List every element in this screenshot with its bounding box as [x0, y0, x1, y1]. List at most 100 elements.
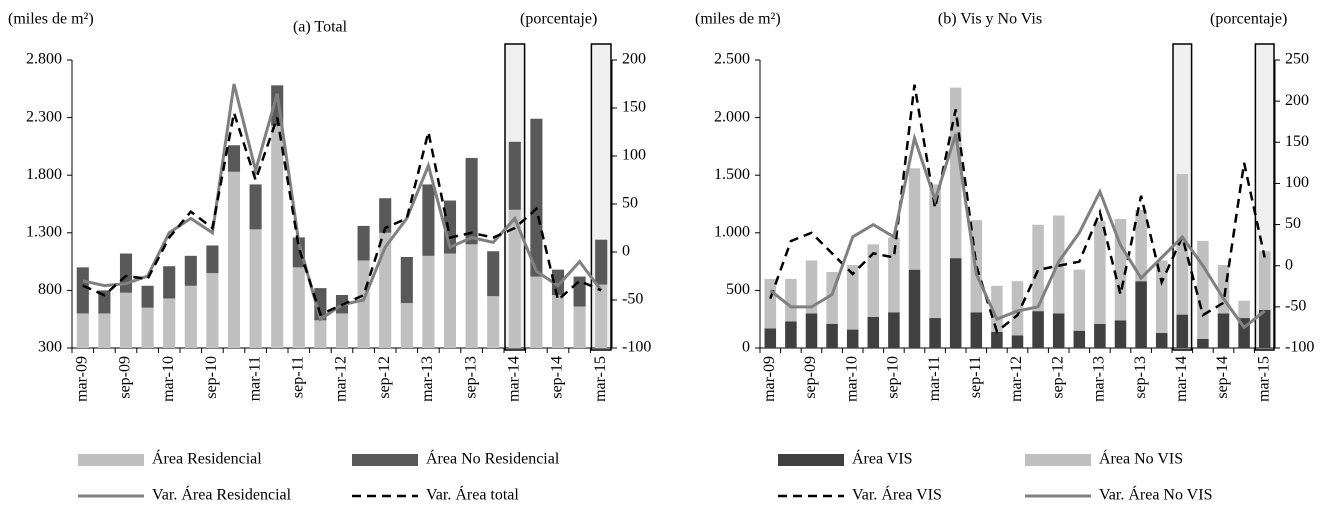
- bar: [76, 267, 89, 314]
- bar: [551, 269, 565, 296]
- y2-tick-label: -100: [1285, 339, 1314, 356]
- bar: [508, 141, 521, 210]
- x-tick-label: sep-14: [1214, 356, 1231, 399]
- bar: [949, 87, 962, 259]
- bar: [1114, 218, 1127, 321]
- bar: [1238, 300, 1250, 319]
- bar: [227, 171, 241, 348]
- x-tick-label: sep-10: [885, 356, 902, 399]
- bar: [929, 184, 941, 319]
- bar: [379, 232, 392, 348]
- bar: [1011, 281, 1024, 336]
- y-axis-label: (miles de m²): [695, 11, 781, 28]
- highlight-outline: [1254, 43, 1275, 351]
- bar: [1176, 314, 1189, 348]
- x-tick-label: sep-09: [117, 356, 134, 399]
- bar: [1197, 240, 1209, 339]
- bar: [1114, 320, 1127, 348]
- x-tick-label: mar-13: [1091, 356, 1108, 402]
- bar: [465, 157, 478, 245]
- legend-label: Área VIS: [852, 449, 913, 468]
- bar: [1258, 251, 1271, 310]
- bar: [1052, 313, 1065, 348]
- bar: [357, 260, 370, 348]
- bar: [1073, 269, 1086, 331]
- y2-tick-label: -50: [1285, 298, 1306, 315]
- bar: [888, 237, 900, 313]
- y2-tick-label: -50: [622, 291, 643, 308]
- bar: [379, 198, 392, 233]
- bar: [98, 290, 111, 314]
- y2-tick-label: 50: [1285, 215, 1301, 232]
- bar: [846, 329, 859, 348]
- bar: [573, 276, 586, 307]
- bar: [400, 256, 413, 304]
- bar: [422, 255, 435, 348]
- bar: [508, 209, 521, 348]
- y2-tick-label: 0: [622, 243, 630, 260]
- y2-tick-label: 0: [1285, 256, 1293, 273]
- x-tick-label: mar-14: [505, 356, 522, 402]
- bar: [292, 267, 305, 348]
- bar: [227, 145, 241, 172]
- line: [82, 112, 602, 317]
- highlight-outline: [590, 43, 612, 351]
- x-tick-label: mar-09: [73, 356, 90, 402]
- legend-swatch: [778, 454, 844, 466]
- bar: [826, 323, 838, 348]
- y-tick-label: 2.800: [26, 51, 62, 68]
- legend-swatch: [78, 454, 144, 466]
- x-tick-label: mar-11: [246, 356, 263, 401]
- legend-swatch: [352, 454, 418, 466]
- bar: [1073, 330, 1086, 348]
- bar: [1258, 309, 1271, 348]
- bar: [764, 278, 777, 329]
- y-tick-label: 500: [726, 281, 750, 298]
- bar: [805, 313, 818, 348]
- bar: [184, 285, 197, 348]
- y2-tick-label: 200: [622, 51, 646, 68]
- bar: [530, 276, 543, 348]
- bar: [184, 255, 197, 286]
- bar: [1135, 209, 1147, 282]
- chart-title: (b) Vis y No Vis: [938, 11, 1042, 28]
- bar: [595, 284, 608, 348]
- bar: [1155, 333, 1168, 348]
- legend-label: Área No Residencial: [426, 449, 560, 468]
- y2-tick-label: 150: [622, 99, 646, 116]
- bar: [991, 285, 1003, 332]
- x-tick-label: sep-11: [967, 356, 984, 398]
- chart-title: (a) Total: [293, 19, 348, 36]
- x-tick-label: mar-15: [1255, 356, 1272, 402]
- line: [769, 84, 1266, 334]
- legend-label: Área Residencial: [152, 449, 262, 468]
- y-tick-label: 2.000: [714, 108, 750, 125]
- highlight-outline: [1172, 43, 1193, 351]
- bar: [141, 307, 154, 348]
- bar: [805, 260, 818, 314]
- bar: [764, 328, 777, 348]
- highlight-outline: [504, 43, 526, 351]
- bar: [1217, 265, 1230, 314]
- legend-label: Var. Área total: [426, 485, 519, 504]
- bar: [573, 306, 586, 348]
- x-tick-label: mar-09: [761, 356, 778, 402]
- bar: [1217, 313, 1230, 348]
- bar: [1155, 260, 1168, 334]
- x-tick-label: sep-11: [289, 356, 306, 398]
- bar: [422, 184, 435, 256]
- bar: [929, 318, 941, 348]
- bar: [1135, 281, 1147, 348]
- bar: [1032, 311, 1044, 348]
- bar: [163, 266, 176, 299]
- x-tick-label: mar-15: [592, 356, 609, 402]
- bar: [249, 229, 262, 348]
- legend-swatch: [1025, 454, 1091, 466]
- bar: [595, 239, 608, 285]
- x-tick-label: mar-13: [419, 356, 436, 402]
- bar: [249, 184, 262, 230]
- bar: [826, 271, 838, 324]
- y-tick-label: 1.300: [26, 223, 62, 240]
- bar: [1238, 318, 1250, 348]
